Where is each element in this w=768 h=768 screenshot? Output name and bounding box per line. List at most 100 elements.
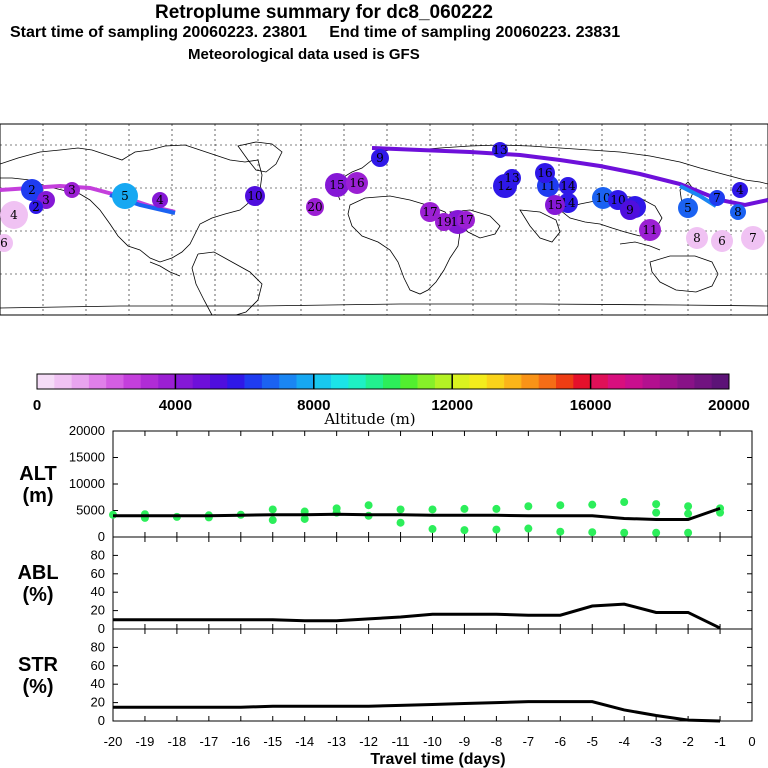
map-plume-label: 2	[28, 183, 36, 197]
colorbar-segment	[573, 374, 591, 389]
map-plume-dot	[306, 198, 324, 216]
map-plume-dot	[112, 183, 138, 209]
data-point	[268, 505, 277, 514]
map-plume-label: 7	[713, 191, 721, 205]
colorbar-segment	[434, 374, 453, 389]
map-plume-dot	[371, 149, 389, 167]
x-tick-label: -9	[459, 734, 471, 749]
map-plume-label: 13	[492, 143, 507, 157]
map-plume-label: 10	[610, 193, 625, 207]
colorbar-segment	[538, 374, 557, 389]
map-plume-label: 16	[537, 166, 552, 180]
map-plume-points: 4623542010915161417181211131615141098765…	[0, 142, 765, 252]
colorbar-segment	[123, 374, 142, 389]
map-plume-label: 10	[247, 189, 262, 203]
data-point	[620, 498, 629, 507]
colorbar-tick-label: 12000	[431, 397, 473, 414]
end-time-label: End time of sampling 20060223. 23831	[329, 24, 621, 41]
x-tick-label: -11	[392, 734, 410, 749]
colorbar-segment	[607, 374, 626, 389]
data-point	[460, 526, 469, 535]
y-axis-label: STR	[18, 654, 59, 676]
colorbar-segment	[625, 374, 643, 389]
map-plume-dot	[686, 227, 708, 249]
map-plume-dot	[0, 234, 13, 252]
x-tick-label: -13	[327, 734, 346, 749]
colorbar-tick-label: 8000	[297, 397, 330, 414]
colorbar-segment	[365, 374, 384, 389]
x-tick-label: -19	[136, 734, 155, 749]
colorbar-segment	[400, 374, 418, 389]
map-plume-dot	[29, 200, 43, 214]
map-plume-dot	[592, 187, 614, 209]
map-plume-label: 4	[156, 193, 164, 207]
colorbar-segment	[175, 374, 193, 389]
colorbar-segment	[192, 374, 211, 389]
data-point	[556, 501, 565, 510]
colorbar-segment	[383, 374, 401, 389]
data-point	[588, 528, 597, 537]
y-axis-label: ALT	[19, 463, 56, 485]
x-axis-label: Travel time (days)	[370, 751, 505, 768]
map-plume-dot	[741, 226, 765, 250]
colorbar-segment	[158, 374, 176, 389]
x-tick-label: -18	[168, 734, 187, 749]
altitude-colorbar: 0 4000 8000 12000 16000 20000 Altitude (m)	[33, 373, 750, 428]
sampling-times: Start time of sampling 20060223. 23801 E…	[10, 24, 768, 42]
map-plume-label: 3	[42, 193, 50, 207]
colorbar-segment	[452, 374, 470, 389]
colorbar-segment	[556, 374, 574, 389]
y-tick-label: 20000	[69, 423, 105, 438]
data-point	[652, 508, 661, 517]
y-tick-label: 80	[91, 639, 105, 654]
colorbar-segment	[711, 374, 730, 389]
map-plume-dot	[709, 190, 725, 206]
colorbar-segment	[140, 374, 159, 389]
series-line	[113, 700, 721, 723]
map-plume-dot	[535, 163, 555, 183]
x-tick-label: -5	[586, 734, 598, 749]
map-plume-label: 2	[32, 200, 40, 214]
data-point	[460, 504, 469, 513]
chart-title: Retroplume summary for dc8_060222	[155, 2, 493, 23]
map-plume-label: 5	[121, 189, 129, 203]
data-point	[492, 504, 501, 513]
map-plume-label: 10	[595, 191, 610, 205]
panel-abl: 80 60 40 20 0 ABL(%)	[17, 536, 753, 636]
colorbar-tick-label: 20000	[708, 397, 750, 414]
colorbar-title: Altitude (m)	[323, 410, 415, 428]
colorbar-segment	[37, 374, 55, 389]
x-tick-label: -3	[650, 734, 662, 749]
y-tick-label: 10000	[69, 476, 105, 491]
map-plume-dot	[245, 186, 265, 206]
y-tick-label: 0	[98, 713, 105, 728]
colorbar-segment	[279, 374, 297, 389]
map-plume-label: 9	[376, 151, 384, 165]
map-plume-dot	[559, 177, 577, 195]
map-plume-dot	[420, 202, 440, 222]
colorbar-segment	[106, 374, 124, 389]
colorbar-segment	[88, 374, 107, 389]
map-plume-label: 4	[736, 183, 744, 197]
data-point	[620, 528, 629, 537]
series-line	[113, 602, 721, 630]
map-plume-label: 17	[422, 205, 437, 219]
map-plume-label: 8	[693, 231, 701, 245]
y-tick-label: 20	[91, 695, 105, 710]
map-plume-label: 19	[436, 215, 451, 229]
map-plume-label: 9	[626, 203, 634, 217]
y-tick-label: 60	[91, 566, 105, 581]
y-tick-label: 40	[91, 584, 105, 599]
y-tick-label: 0	[98, 529, 105, 544]
colorbar-segment	[694, 374, 712, 389]
data-point	[684, 502, 693, 511]
map-plume-dot	[435, 213, 453, 231]
x-tick-label: -10	[423, 734, 442, 749]
data-point	[300, 514, 309, 523]
panel-str: 80 60 40 20 0 STR(%)	[18, 628, 753, 728]
colorbar-tick-label: 0	[33, 397, 41, 414]
y-tick-label: 0	[98, 621, 105, 636]
colorbar-segment	[296, 374, 315, 389]
map-plume-label: 4	[10, 208, 18, 222]
map-plume-dot	[21, 179, 43, 201]
